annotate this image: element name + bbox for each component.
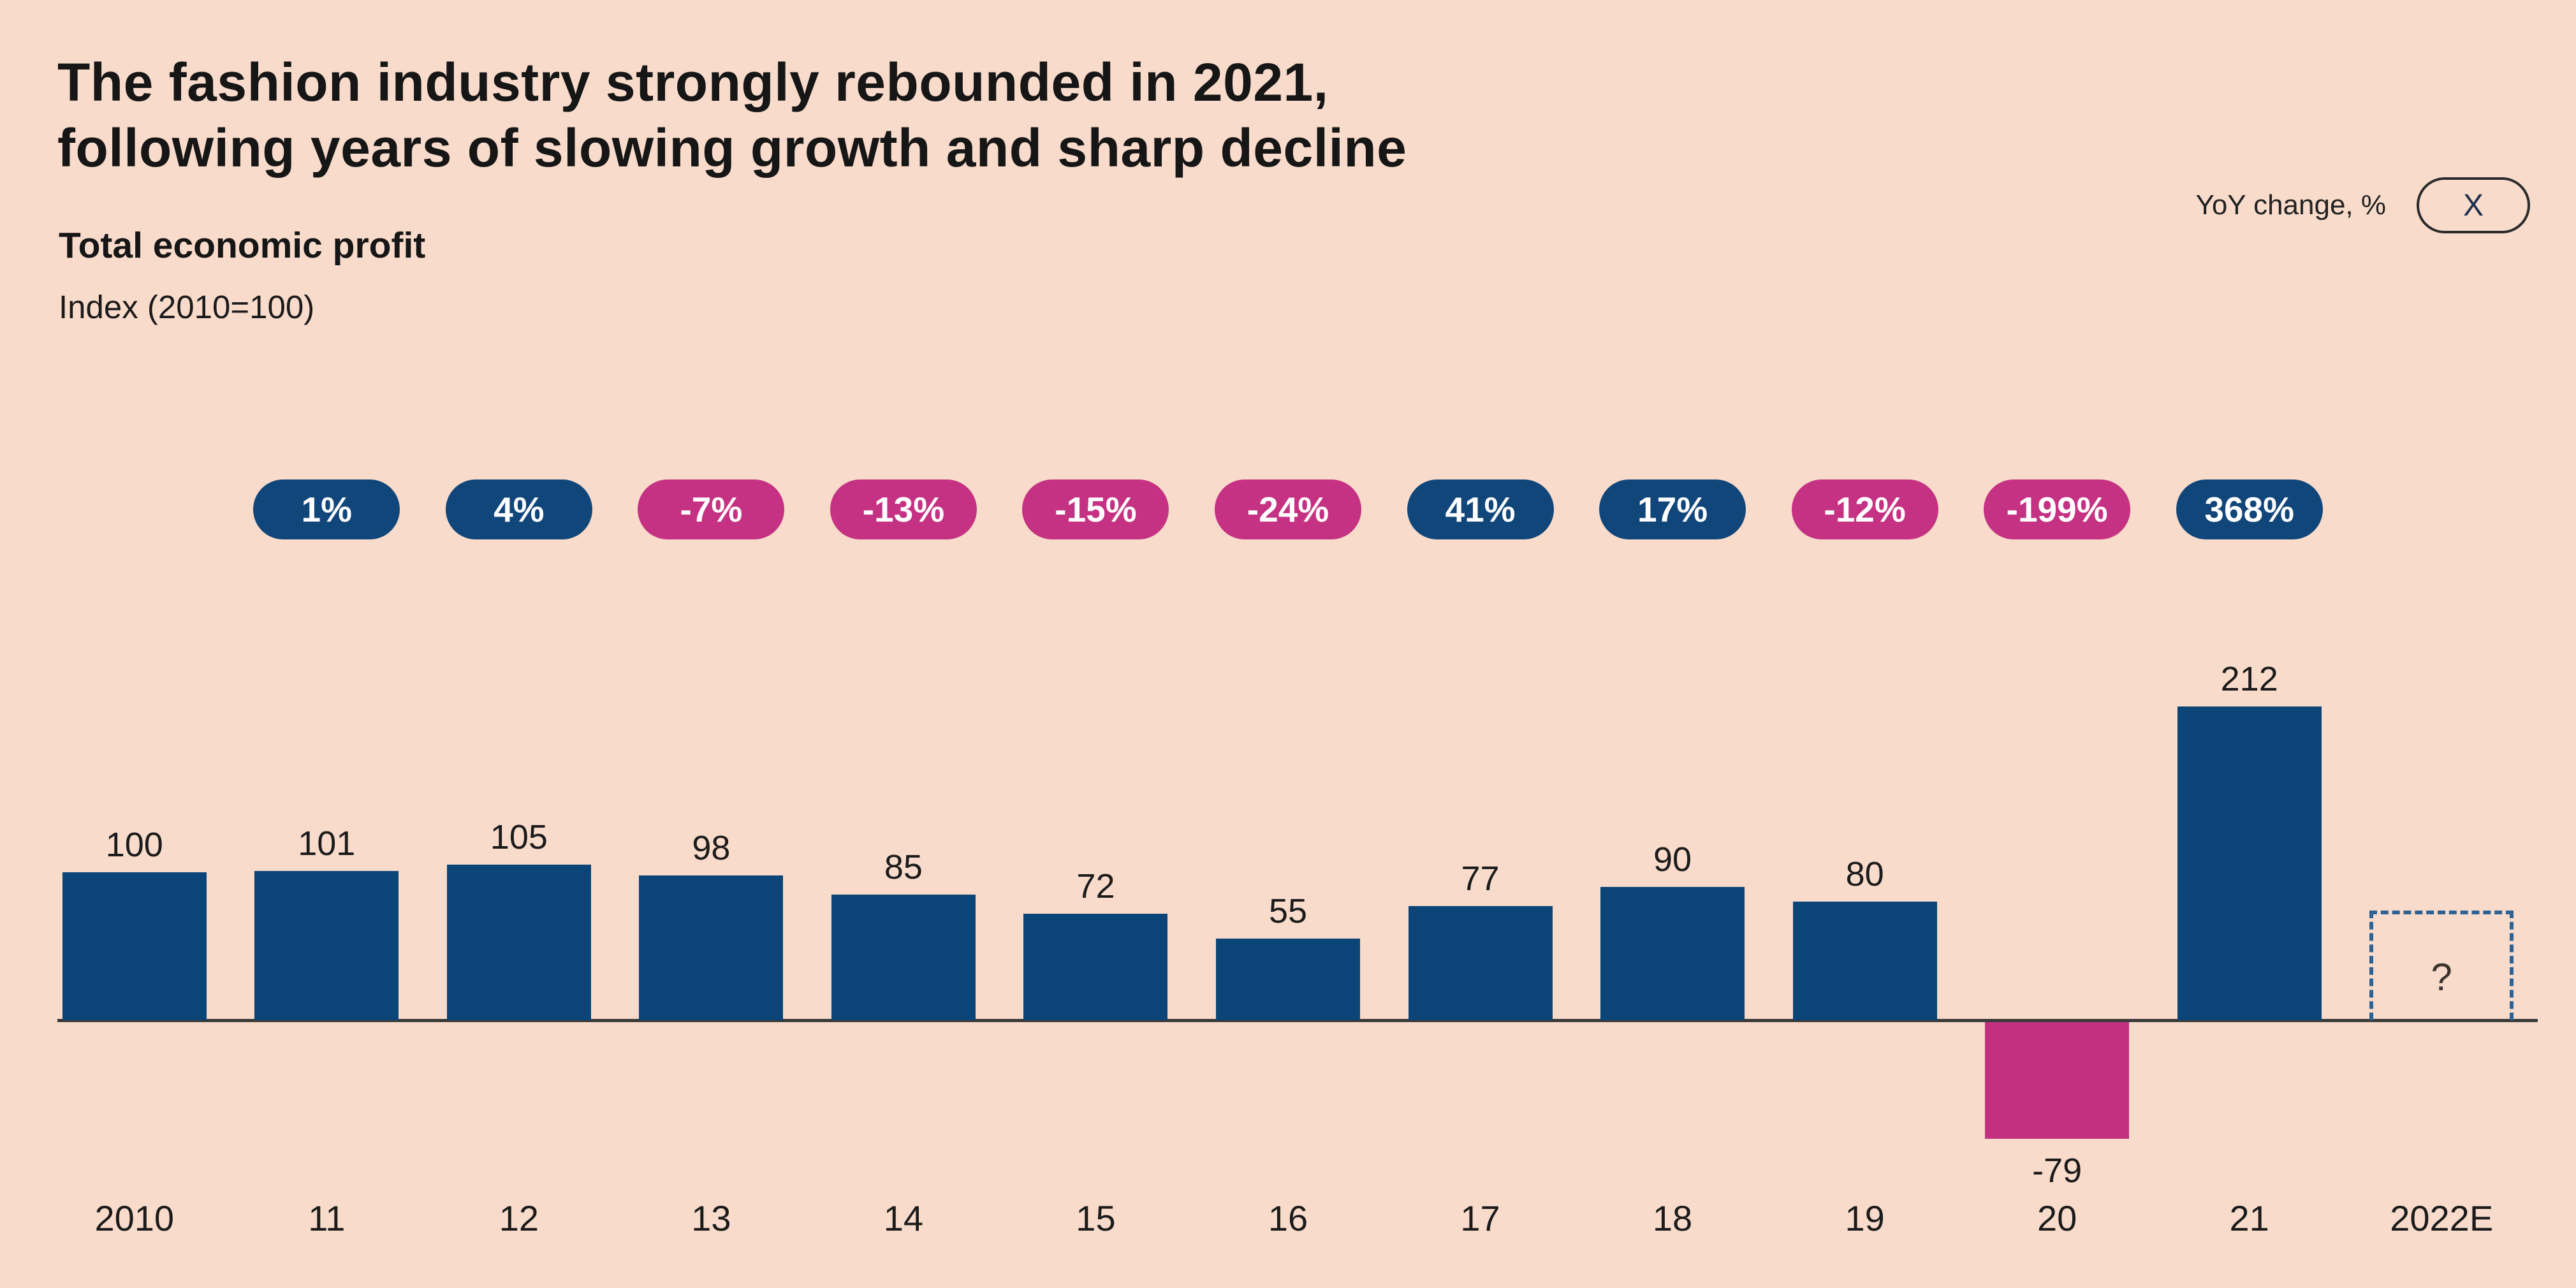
bar-value-label: 77 — [1461, 860, 1500, 898]
bar — [62, 872, 207, 1020]
yoy-legend-label: YoY change, % — [2195, 189, 2386, 221]
x-axis-label: 15 — [1076, 1198, 1116, 1238]
question-mark-label: ? — [2431, 955, 2452, 999]
close-button[interactable]: X — [2417, 177, 2530, 233]
x-axis-label: 13 — [691, 1198, 731, 1238]
x-axis-label: 2010 — [94, 1198, 175, 1238]
x-axis-label: 16 — [1268, 1198, 1308, 1238]
bar — [254, 871, 399, 1020]
chart-subtitle: Total economic profit — [59, 225, 426, 266]
x-axis-label: 19 — [1845, 1198, 1885, 1238]
x-axis-label: 11 — [308, 1198, 346, 1238]
yoy-pill: 4% — [445, 479, 592, 539]
yoy-pill: -7% — [638, 479, 785, 539]
x-axis-label: 21 — [2229, 1198, 2269, 1238]
x-axis-label: 2022E — [2390, 1198, 2494, 1238]
yoy-pill: 1% — [253, 479, 400, 539]
chart-unit-label: Index (2010=100) — [59, 289, 315, 325]
bar-value-label: 72 — [1076, 867, 1115, 905]
x-axis-line — [57, 1019, 2538, 1022]
page-title-line2: following years of slowing growth and sh… — [57, 117, 1407, 178]
bar-value-label: 98 — [692, 829, 731, 867]
bar-value-label: -79 — [2032, 1152, 2082, 1190]
bar — [1023, 914, 1168, 1020]
yoy-pill: 41% — [1407, 479, 1554, 539]
bar-value-label: 90 — [1653, 840, 1692, 879]
bar-value-label: 101 — [298, 824, 356, 863]
bar — [639, 875, 784, 1020]
bar — [1985, 1022, 2130, 1139]
x-axis-label: 14 — [883, 1198, 924, 1238]
yoy-pill: -199% — [1984, 479, 2131, 539]
bar — [2177, 706, 2322, 1020]
x-axis-label: 12 — [499, 1198, 539, 1238]
bar — [446, 865, 591, 1020]
bar-value-label: 100 — [105, 826, 163, 864]
yoy-pill: 17% — [1599, 479, 1746, 539]
bar — [1408, 906, 1553, 1020]
yoy-pill: -13% — [830, 479, 977, 539]
yoy-legend: YoY change, % X — [2196, 177, 2530, 233]
x-axis-label: 20 — [2037, 1198, 2077, 1238]
chart-area: 100 2010 1% 101 11 4% 105 12 -7% 98 13 -13% 85 14 -15%… — [38, 446, 2538, 1275]
bar-value-label: 85 — [884, 848, 923, 886]
yoy-pill: -24% — [1215, 479, 1361, 539]
bar — [831, 895, 976, 1020]
yoy-pill: -12% — [1791, 479, 1938, 539]
bar — [1600, 887, 1745, 1020]
estimate-box: ? — [2369, 911, 2514, 1020]
bar — [1792, 902, 1937, 1020]
bar-value-label: 80 — [1845, 855, 1884, 893]
bar-value-label: 212 — [2220, 660, 2278, 698]
x-axis-label: 18 — [1652, 1198, 1693, 1238]
bar-value-label: 55 — [1268, 892, 1308, 930]
page-title: The fashion industry strongly rebounded … — [57, 50, 1407, 180]
yoy-pill: 368% — [2176, 479, 2323, 539]
yoy-pill: -15% — [1022, 479, 1169, 539]
bar-value-label: 105 — [490, 818, 548, 856]
page-title-line1: The fashion industry strongly rebounded … — [57, 52, 1329, 113]
bar — [1216, 939, 1360, 1020]
x-axis-label: 17 — [1460, 1198, 1500, 1238]
